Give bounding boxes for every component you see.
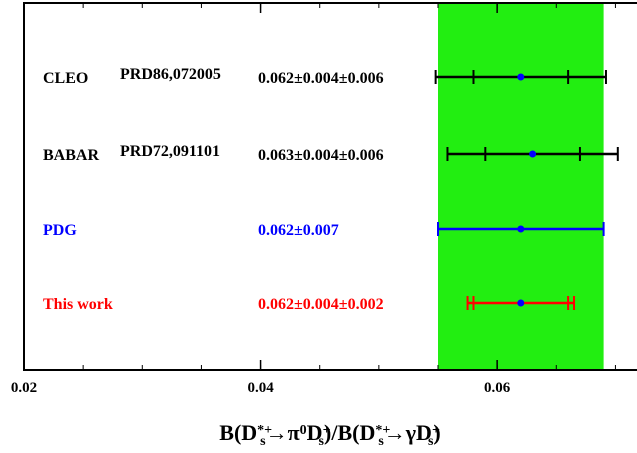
value-label: 0.062±0.007 xyxy=(258,222,339,239)
value-label: 0.062±0.004±0.002 xyxy=(258,296,384,313)
plot-frame xyxy=(23,2,637,371)
measurement-row: This work 0.062±0.004±0.002 xyxy=(43,296,576,313)
x-axis-title: B(D*+ s→π0D+ s)/B(D*+ s→γD+ s) xyxy=(219,420,440,449)
measurement-row: CLEO PRD86,072005 0.062±0.004±0.006 xyxy=(43,66,607,87)
data-point xyxy=(517,73,525,81)
experiment-label: PDG xyxy=(43,222,77,239)
experiment-label: BABAR xyxy=(43,147,99,164)
measurement-row: BABAR PRD72,091101 0.063±0.004±0.006 xyxy=(43,143,619,164)
data-point xyxy=(517,225,525,233)
x-tick-label: 0.02 xyxy=(11,380,37,396)
x-tick-label: 0.04 xyxy=(247,380,274,396)
experiment-label: This work xyxy=(43,296,113,313)
measurements: CLEO PRD86,072005 0.062±0.004±0.006 BABAR PR… xyxy=(43,66,619,313)
data-point xyxy=(529,150,537,158)
x-tick-label: 0.06 xyxy=(484,380,511,396)
value-label: 0.062±0.004±0.006 xyxy=(258,70,384,87)
x-axis: 0.02 0.04 0.06 xyxy=(11,3,616,396)
experiment-label: CLEO xyxy=(43,70,88,87)
reference-label: PRD86,072005 xyxy=(120,66,221,83)
reference-label: PRD72,091101 xyxy=(120,143,220,160)
value-label: 0.063±0.004±0.006 xyxy=(258,147,384,164)
measurement-row: PDG 0.062±0.007 xyxy=(43,222,605,239)
data-point xyxy=(517,299,525,307)
band-highlight xyxy=(438,3,604,370)
